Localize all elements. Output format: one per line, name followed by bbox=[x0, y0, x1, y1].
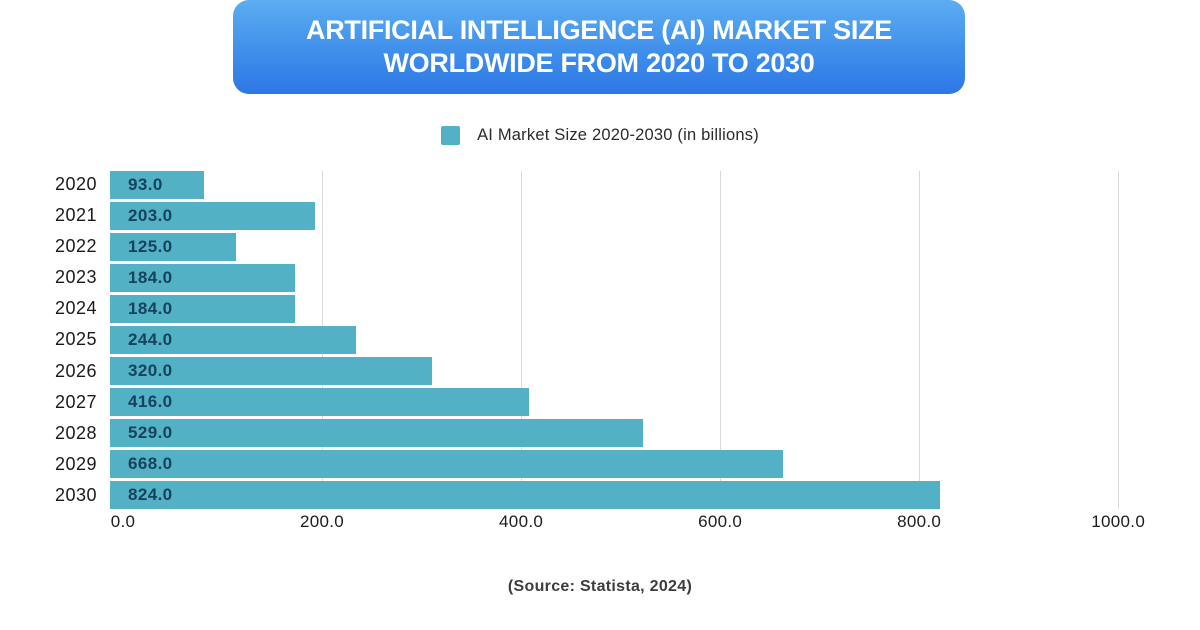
bar-value-label: 416.0 bbox=[128, 392, 173, 412]
bar-value-label: 184.0 bbox=[128, 298, 173, 318]
chart-row: 2025 244.0 bbox=[0, 326, 1160, 354]
legend-swatch-icon bbox=[441, 125, 461, 145]
bar-track: 184.0 bbox=[110, 264, 1160, 292]
bar-value-label: 125.0 bbox=[128, 236, 173, 256]
category-label: 2025 bbox=[54, 329, 97, 350]
x-tick-label: 600.0 bbox=[698, 512, 743, 531]
category-label: 2029 bbox=[54, 453, 97, 474]
bar[interactable]: 320.0 bbox=[110, 357, 433, 385]
title-banner: ARTIFICIAL INTELLIGENCE (AI) MARKET SIZE… bbox=[233, 0, 965, 94]
chart-row: 2023 184.0 bbox=[0, 264, 1160, 292]
category-label: 2022 bbox=[54, 236, 97, 257]
chart-row: 2027 416.0 bbox=[0, 388, 1160, 416]
chart-legend: AI Market Size 2020-2030 (in billions) bbox=[0, 122, 1200, 148]
bar[interactable]: 668.0 bbox=[110, 450, 784, 478]
bar-value-label: 824.0 bbox=[128, 485, 173, 505]
chart-title-line-1: ARTIFICIAL INTELLIGENCE (AI) MARKET SIZE bbox=[306, 15, 892, 45]
chart-row: 2026 320.0 bbox=[0, 357, 1160, 385]
bar-track: 203.0 bbox=[110, 202, 1160, 230]
category-label: 2020 bbox=[54, 174, 97, 195]
bar-track: 416.0 bbox=[110, 388, 1160, 416]
chart-row: 2024 184.0 bbox=[0, 295, 1160, 323]
bar-track: 184.0 bbox=[110, 295, 1160, 323]
gridline bbox=[1118, 171, 1120, 509]
bar[interactable]: 93.0 bbox=[110, 171, 204, 199]
bar[interactable]: 244.0 bbox=[110, 326, 356, 354]
chart-row: 2020 93.0 bbox=[0, 171, 1160, 199]
bar-value-label: 203.0 bbox=[128, 205, 173, 225]
gridline bbox=[919, 171, 921, 509]
bar-track: 668.0 bbox=[110, 450, 1160, 478]
x-axis: 0.0 200.0 400.0 600.0 800.0 1000.0 bbox=[111, 512, 1160, 536]
bar[interactable]: 416.0 bbox=[110, 388, 530, 416]
x-tick-label: 800.0 bbox=[897, 512, 942, 531]
category-label: 2021 bbox=[54, 205, 97, 226]
bar-chart: 2020 93.0 2021 203.0 2022 125.0 2023 184.0 2024 1… bbox=[0, 171, 1160, 509]
chart-row: 2028 529.0 bbox=[0, 419, 1160, 447]
bar[interactable]: 824.0 bbox=[110, 481, 941, 509]
bar-value-label: 244.0 bbox=[128, 329, 173, 349]
gridline bbox=[720, 171, 722, 509]
gridline bbox=[521, 171, 523, 509]
bar-value-label: 668.0 bbox=[128, 454, 173, 474]
category-label: 2030 bbox=[54, 484, 97, 505]
bar-rows: 2020 93.0 2021 203.0 2022 125.0 2023 184.0 2024 1… bbox=[0, 171, 1160, 509]
bar-track: 529.0 bbox=[110, 419, 1160, 447]
category-label: 2024 bbox=[54, 298, 97, 319]
bar[interactable]: 125.0 bbox=[110, 233, 236, 261]
bar-value-label: 184.0 bbox=[128, 267, 173, 287]
category-label: 2028 bbox=[54, 422, 97, 443]
chart-row: 2029 668.0 bbox=[0, 450, 1160, 478]
chart-row: 2021 203.0 bbox=[0, 202, 1160, 230]
x-tick-label: 0.0 bbox=[110, 512, 136, 531]
bar-track: 244.0 bbox=[110, 326, 1160, 354]
bar[interactable]: 184.0 bbox=[110, 295, 296, 323]
x-tick-label: 400.0 bbox=[499, 512, 544, 531]
bar-value-label: 93.0 bbox=[128, 174, 163, 194]
category-label: 2026 bbox=[54, 360, 97, 381]
bar-track: 93.0 bbox=[110, 171, 1160, 199]
bar-track: 320.0 bbox=[110, 357, 1160, 385]
category-label: 2027 bbox=[54, 391, 97, 412]
bar-track: 824.0 bbox=[110, 481, 1160, 509]
legend-label: AI Market Size 2020-2030 (in billions) bbox=[477, 125, 759, 144]
bar[interactable]: 203.0 bbox=[110, 202, 315, 230]
x-tick-label: 200.0 bbox=[300, 512, 345, 531]
bar-value-label: 320.0 bbox=[128, 361, 173, 381]
chart-row: 2030 824.0 bbox=[0, 481, 1160, 509]
bar-value-label: 529.0 bbox=[128, 423, 173, 443]
category-label: 2023 bbox=[54, 267, 97, 288]
bar[interactable]: 529.0 bbox=[110, 419, 644, 447]
chart-title-line-2: WORLDWIDE FROM 2020 TO 2030 bbox=[383, 48, 815, 78]
x-tick-label: 1000.0 bbox=[1091, 512, 1146, 531]
bar[interactable]: 184.0 bbox=[110, 264, 296, 292]
source-caption: (Source: Statista, 2024) bbox=[507, 578, 693, 595]
bar-track: 125.0 bbox=[110, 233, 1160, 261]
chart-row: 2022 125.0 bbox=[0, 233, 1160, 261]
